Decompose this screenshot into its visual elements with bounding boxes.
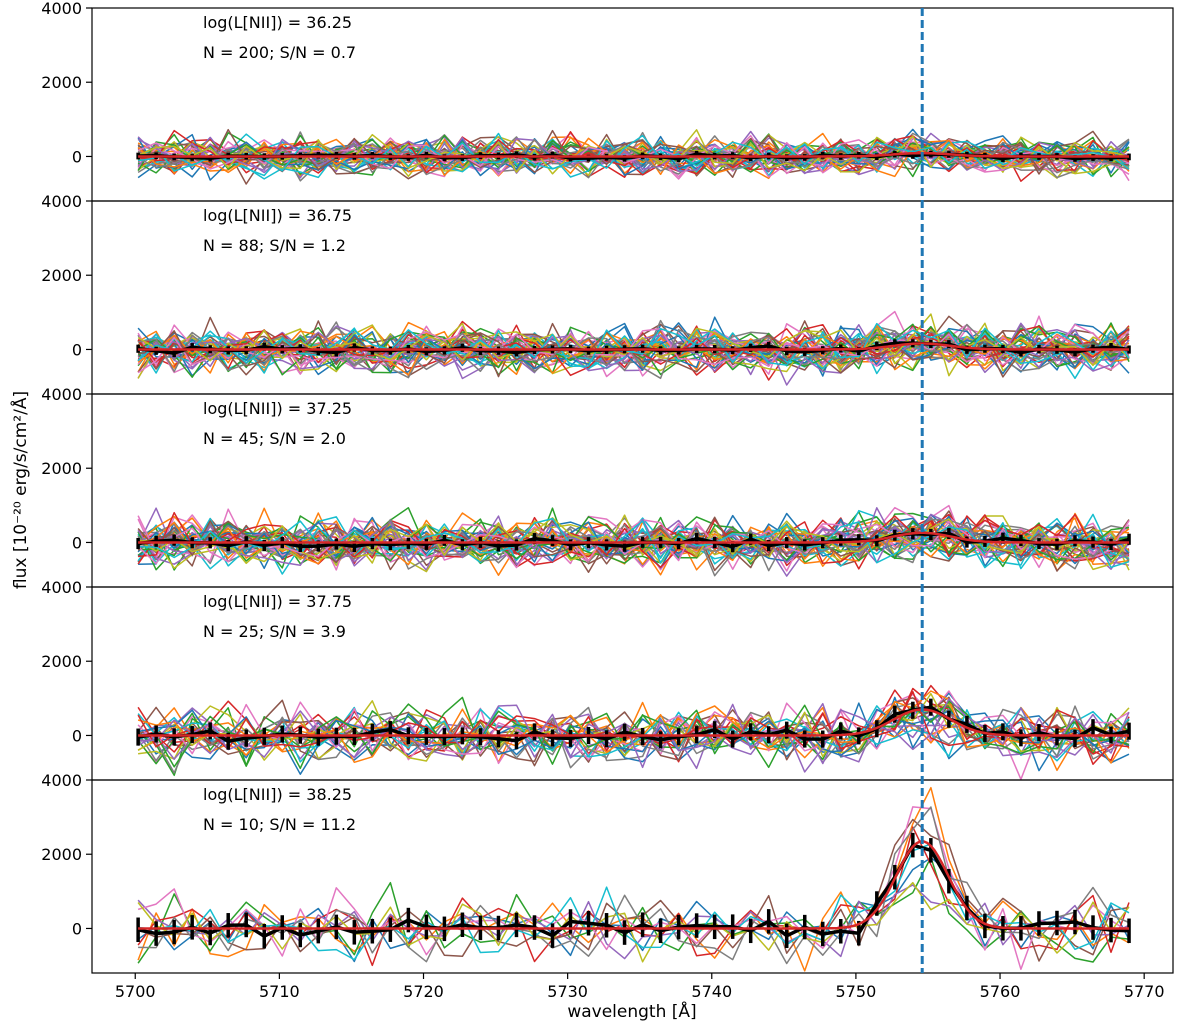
panels-layer: 0 2000 4000 log(L[NII]) = 36.25 N = 200; S/N… <box>41 0 1174 974</box>
spectrum-line <box>138 698 1130 773</box>
x-axis: 5700 5710 5720 5730 5740 5750 5760 5770 <box>115 973 1165 1001</box>
model-fit-line <box>138 342 1129 351</box>
x-tick-label: 5740 <box>691 982 732 1001</box>
panel-5: 0 2000 4000 log(L[NII]) = 38.25 N = 10; S/N … <box>41 771 1174 974</box>
panel-count-snr-label: N = 10; S/N = 11.2 <box>203 815 356 834</box>
panel-luminosity-label: log(L[NII]) = 37.75 <box>203 592 352 611</box>
spectrum-line <box>138 700 1130 770</box>
spectrum-line <box>137 786 1130 972</box>
spectrum-line <box>137 690 1130 765</box>
x-tick-label: 5760 <box>980 982 1021 1001</box>
spectrum-line <box>137 133 1130 175</box>
spectrum-line <box>137 138 1130 179</box>
spectrum-line <box>137 701 1130 761</box>
spectrum-line <box>138 518 1130 577</box>
y-tick-label: 0 <box>72 340 82 359</box>
y-tick-label: 2000 <box>41 459 82 478</box>
panel-plot-area <box>136 786 1131 972</box>
panel-4: 0 2000 4000 log(L[NII]) = 37.75 N = 25; S/N … <box>41 578 1174 781</box>
y-tick-label: 2000 <box>41 266 82 285</box>
y-tick-label: 2000 <box>41 73 82 92</box>
y-tick-label: 4000 <box>41 385 82 404</box>
y-tick-label: 4000 <box>41 771 82 790</box>
panel-frame <box>91 779 1174 974</box>
spectrum-line <box>137 818 1130 962</box>
spectrum-line <box>138 843 1130 961</box>
spectrum-line <box>137 512 1130 566</box>
panel-luminosity-label: log(L[NII]) = 36.25 <box>203 13 352 32</box>
stacked-spectrum-line <box>137 531 1130 549</box>
x-axis-title: wavelength [Å] <box>567 1000 696 1022</box>
x-tick-label: 5770 <box>1124 982 1165 1001</box>
spectrum-line <box>137 322 1130 368</box>
panel-plot-area <box>136 310 1131 386</box>
y-tick-label: 4000 <box>41 192 82 211</box>
x-tick-label: 5730 <box>547 982 588 1001</box>
panel-luminosity-label: log(L[NII]) = 37.25 <box>203 399 352 418</box>
model-fit-line <box>138 531 1129 544</box>
panel-1: 0 2000 4000 log(L[NII]) = 36.25 N = 200; S/N… <box>41 0 1174 202</box>
spectrum-line <box>137 134 1130 175</box>
model-fit-line <box>138 840 1129 930</box>
model-fit-line <box>138 151 1129 158</box>
x-tick-label: 5700 <box>115 982 156 1001</box>
panel-count-snr-label: N = 88; S/N = 1.2 <box>203 236 346 255</box>
panel-plot-area <box>136 504 1131 577</box>
x-tick-label: 5710 <box>259 982 300 1001</box>
spectrum-line <box>137 881 1130 963</box>
x-tick-label: 5720 <box>403 982 444 1001</box>
panel-plot-area <box>136 128 1131 185</box>
spectrum-line <box>137 518 1130 566</box>
spectrum-line <box>137 313 1130 377</box>
panel-count-snr-label: N = 200; S/N = 0.7 <box>203 43 356 62</box>
x-tick-label: 5750 <box>836 982 877 1001</box>
spectrum-line <box>138 806 1130 965</box>
panel-2: 0 2000 4000 log(L[NII]) = 36.75 N = 88; S/N … <box>41 192 1174 395</box>
panel-luminosity-label: log(L[NII]) = 38.25 <box>203 785 352 804</box>
spectrum-line <box>138 517 1130 570</box>
panel-plot-area <box>136 684 1131 780</box>
y-tick-label: 0 <box>72 919 82 938</box>
y-tick-label: 0 <box>72 533 82 552</box>
model-fit-line <box>138 708 1129 737</box>
y-tick-label: 2000 <box>41 652 82 671</box>
y-tick-label: 0 <box>72 147 82 166</box>
panel-count-snr-label: N = 45; S/N = 2.0 <box>203 429 346 448</box>
y-tick-label: 2000 <box>41 845 82 864</box>
spectrum-line <box>137 706 1130 762</box>
spectrum-line <box>137 134 1130 172</box>
y-tick-label: 4000 <box>41 0 82 18</box>
y-tick-label: 4000 <box>41 578 82 597</box>
spectrum-line <box>137 696 1130 763</box>
panel-count-snr-label: N = 25; S/N = 3.9 <box>203 622 346 641</box>
y-tick-label: 0 <box>72 726 82 745</box>
y-axis-title: flux [10⁻²⁰ erg/s/cm²/Å] <box>9 391 31 589</box>
panel-3: 0 2000 4000 log(L[NII]) = 37.25 N = 45; S/N … <box>41 385 1174 588</box>
panel-luminosity-label: log(L[NII]) = 36.75 <box>203 206 352 225</box>
